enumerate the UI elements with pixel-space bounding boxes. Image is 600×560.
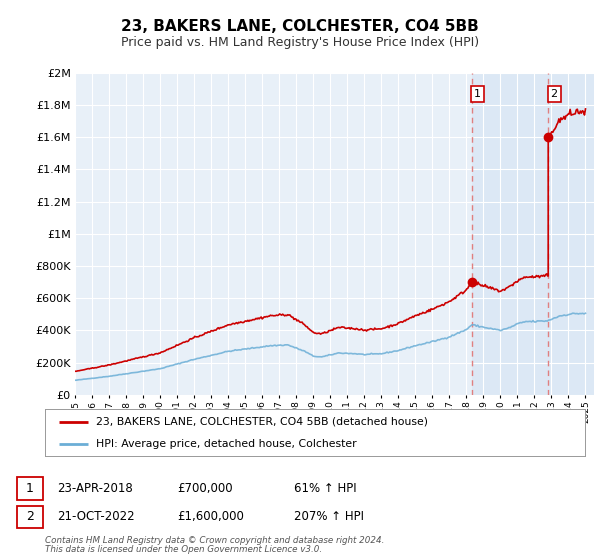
Text: This data is licensed under the Open Government Licence v3.0.: This data is licensed under the Open Gov… [45,545,322,554]
Text: £700,000: £700,000 [177,482,233,495]
Text: 23, BAKERS LANE, COLCHESTER, CO4 5BB: 23, BAKERS LANE, COLCHESTER, CO4 5BB [121,19,479,34]
Text: 1: 1 [26,482,34,495]
Text: Contains HM Land Registry data © Crown copyright and database right 2024.: Contains HM Land Registry data © Crown c… [45,536,385,545]
Text: HPI: Average price, detached house, Colchester: HPI: Average price, detached house, Colc… [96,438,357,449]
Text: 61% ↑ HPI: 61% ↑ HPI [294,482,356,495]
Text: Price paid vs. HM Land Registry's House Price Index (HPI): Price paid vs. HM Land Registry's House … [121,36,479,49]
Text: 21-OCT-2022: 21-OCT-2022 [57,510,134,524]
Text: 23-APR-2018: 23-APR-2018 [57,482,133,495]
Bar [472,73,594,395]
Text: £1,600,000: £1,600,000 [177,510,244,524]
Text: 1: 1 [474,88,481,99]
Text: 207% ↑ HPI: 207% ↑ HPI [294,510,364,524]
Text: 2: 2 [26,510,34,524]
Text: 23, BAKERS LANE, COLCHESTER, CO4 5BB (detached house): 23, BAKERS LANE, COLCHESTER, CO4 5BB (de… [96,417,428,427]
Text: 2: 2 [551,88,558,99]
